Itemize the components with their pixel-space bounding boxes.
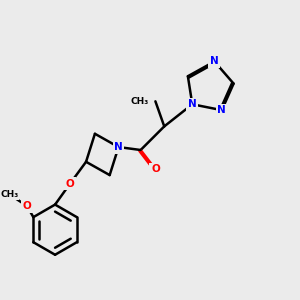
Text: N: N [188,99,197,109]
Text: O: O [65,179,74,189]
Text: CH₃: CH₃ [0,190,19,199]
Text: N: N [210,56,219,67]
Text: O: O [151,164,160,174]
Text: CH₃: CH₃ [131,97,149,106]
Text: N: N [218,105,226,115]
Text: O: O [23,201,32,211]
Text: N: N [114,142,123,152]
